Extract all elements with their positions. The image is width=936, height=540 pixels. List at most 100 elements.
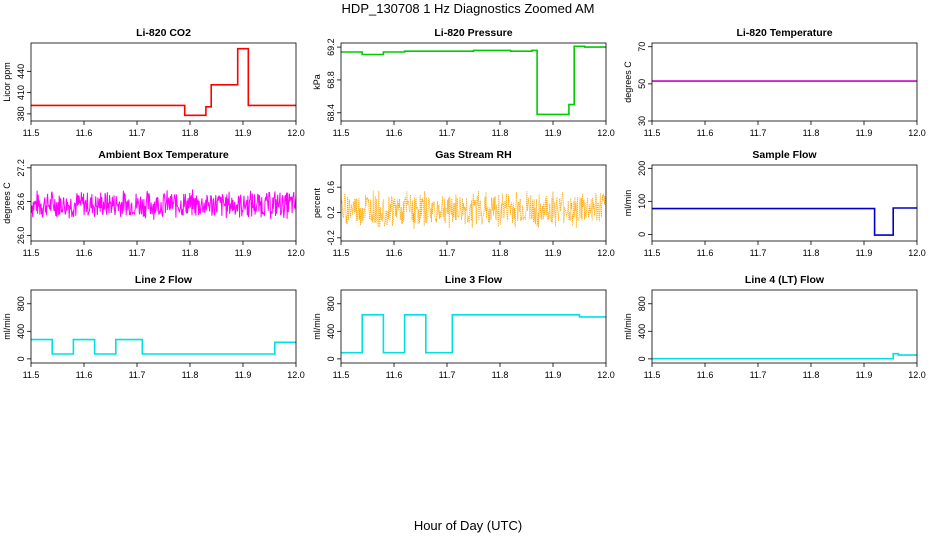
x-tick-label: 12.0 — [597, 128, 615, 138]
x-tick-label: 11.6 — [386, 248, 403, 258]
x-tick-label: 11.5 — [333, 370, 350, 380]
plot-frame — [30, 164, 297, 242]
x-tick-label: 12.0 — [908, 370, 926, 380]
y-tick-label: 0.6 — [326, 181, 336, 194]
x-tick-label: 12.0 — [287, 370, 305, 380]
panel-2: Li-820 Pressure 11.5 11.6 11.7 11.8 11.9 12.0 6… — [312, 27, 615, 138]
x-tick-label: 11.6 — [76, 370, 93, 380]
panel-7: Line 2 Flow 11.5 11.6 11.7 11.8 11.9 12.0 0 400 8… — [2, 274, 305, 380]
x-tick-label: 12.0 — [908, 248, 926, 258]
panel-1: Li-820 CO2 11.5 11.6 11.7 11.8 11.9 12.0 380 410… — [2, 27, 305, 138]
y-tick-label: 26.0 — [16, 227, 26, 245]
y-tick-label: 27.2 — [16, 159, 26, 177]
x-tick-label: 11.8 — [182, 128, 199, 138]
x-tick-label: 11.7 — [750, 248, 767, 258]
x-tick-label: 11.9 — [235, 128, 252, 138]
x-tick-label: 11.5 — [23, 370, 40, 380]
y-tick-label: 68.8 — [326, 71, 336, 89]
y-tick-label: 800 — [637, 296, 647, 311]
y-tick-label: 800 — [326, 296, 336, 311]
x-tick-label: 11.8 — [803, 370, 820, 380]
x-tick-label: 12.0 — [287, 128, 305, 138]
series-group — [31, 338, 296, 355]
x-tick-label: 11.7 — [750, 370, 767, 380]
x-tick-label: 11.5 — [23, 128, 40, 138]
y-tick-label: 440 — [16, 64, 26, 79]
series-line — [31, 189, 296, 220]
y-axis-label: kPa — [312, 74, 322, 90]
x-tick-label: 11.5 — [644, 370, 661, 380]
x-tick-label: 12.0 — [597, 370, 615, 380]
plot-frame — [340, 289, 607, 364]
series-group — [652, 352, 917, 360]
x-tick-label: 11.9 — [856, 248, 873, 258]
y-tick-label: 0 — [637, 232, 647, 237]
series-line — [31, 338, 296, 355]
y-tick-label: 26.6 — [16, 193, 26, 211]
y-tick-label: 400 — [16, 324, 26, 339]
y-axis-label: degrees C — [623, 61, 633, 103]
y-tick-label: 0 — [326, 356, 336, 361]
x-tick-label: 11.6 — [76, 248, 93, 258]
panel-title: Li-820 Temperature — [736, 27, 832, 39]
x-tick-label: 11.5 — [23, 248, 40, 258]
panel-6: Sample Flow 11.5 11.6 11.7 11.8 11.9 12.0 0 100 2… — [623, 149, 926, 258]
panel-title: Li-820 Pressure — [434, 27, 512, 39]
x-tick-label: 11.5 — [333, 128, 350, 138]
x-tick-label: 11.8 — [803, 248, 820, 258]
x-tick-label: 11.8 — [182, 370, 199, 380]
x-tick-label: 11.6 — [697, 248, 714, 258]
series-line — [31, 47, 296, 117]
y-tick-label: 70 — [637, 42, 647, 52]
x-tick-label: 11.5 — [644, 128, 661, 138]
plot-frame — [30, 289, 297, 364]
y-tick-label: 0 — [16, 356, 26, 361]
x-tick-label: 11.6 — [76, 128, 93, 138]
x-tick-label: 11.6 — [386, 128, 403, 138]
x-tick-label: 11.8 — [492, 370, 509, 380]
panel-9: Line 4 (LT) Flow 11.5 11.6 11.7 11.8 11.9 12.0… — [623, 274, 926, 380]
x-tick-label: 11.9 — [856, 128, 873, 138]
plot-frame — [651, 289, 918, 364]
panel-5: Gas Stream RH 11.5 11.6 11.7 11.8 11.9 12.0 -0.… — [312, 149, 615, 258]
x-tick-label: 11.5 — [644, 248, 661, 258]
y-tick-label: 200 — [637, 161, 647, 176]
series-group — [341, 313, 606, 354]
x-tick-label: 11.7 — [439, 248, 456, 258]
main-title: HDP_130708 1 Hz Diagnostics Zoomed AM — [341, 1, 595, 16]
series-group — [341, 45, 606, 116]
panel-title: Line 4 (LT) Flow — [745, 274, 825, 286]
x-tick-label: 11.7 — [439, 128, 456, 138]
y-tick-label: 800 — [16, 296, 26, 311]
series-group — [31, 189, 296, 220]
y-axis-label: ml/min — [312, 313, 322, 340]
x-tick-label: 12.0 — [287, 248, 305, 258]
y-tick-label: 410 — [16, 85, 26, 100]
x-tick-label: 11.9 — [545, 370, 562, 380]
plot-frame — [340, 42, 607, 122]
panel-8: Line 3 Flow 11.5 11.6 11.7 11.8 11.9 12.0 0 400 8… — [312, 274, 615, 380]
x-tick-label: 11.9 — [235, 248, 252, 258]
x-tick-label: 11.7 — [439, 370, 456, 380]
y-tick-label: 69.2 — [326, 38, 336, 56]
x-tick-label: 11.9 — [545, 128, 562, 138]
x-axis-common-label: Hour of Day (UTC) — [413, 518, 523, 533]
panel-title: Ambient Box Temperature — [98, 149, 229, 161]
x-tick-label: 12.0 — [597, 248, 615, 258]
x-tick-label: 11.6 — [697, 128, 714, 138]
plot-frame — [30, 42, 297, 122]
panel-3: Li-820 Temperature 11.5 11.6 11.7 11.8 11.9 12… — [623, 27, 926, 138]
x-tick-label: 11.9 — [856, 370, 873, 380]
y-tick-label: 100 — [637, 194, 647, 209]
y-axis-label: percent — [312, 187, 322, 218]
series-line — [341, 190, 606, 229]
y-tick-label: 400 — [326, 324, 336, 339]
y-axis-label: ml/min — [623, 190, 633, 217]
x-tick-label: 11.9 — [545, 248, 562, 258]
y-tick-label: 68.4 — [326, 104, 336, 122]
y-axis-label: degrees C — [2, 182, 12, 224]
x-tick-label: 11.8 — [492, 128, 509, 138]
panel-title: Gas Stream RH — [435, 149, 511, 161]
